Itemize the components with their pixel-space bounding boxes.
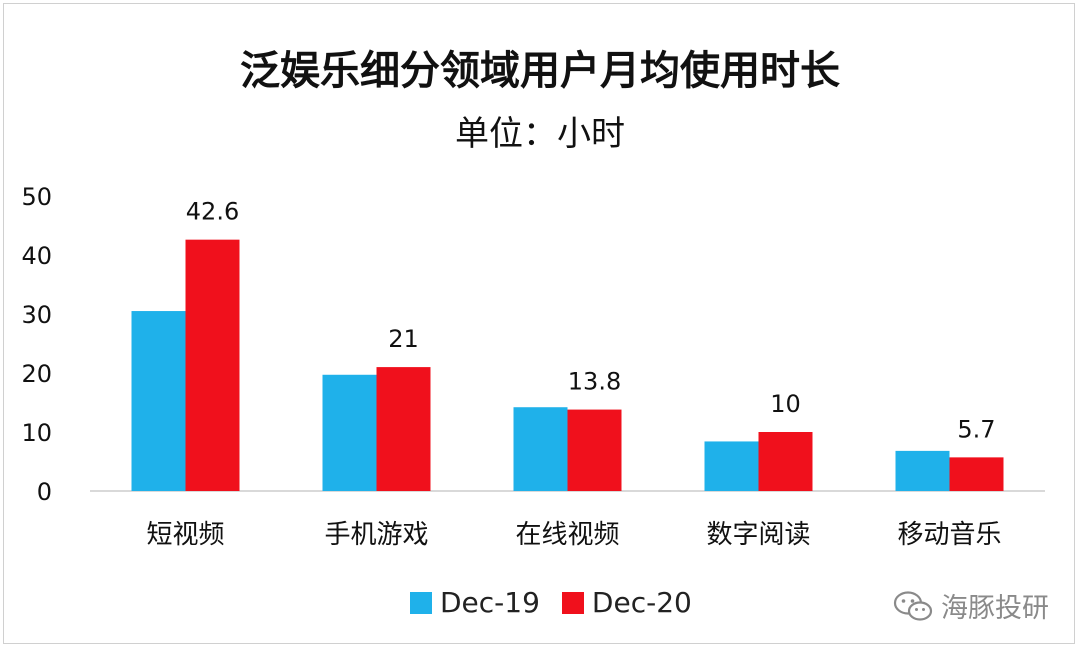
y-tick-label: 0 <box>37 478 52 506</box>
x-category-label: 短视频 <box>146 520 224 550</box>
chart-subtitle: 单位：小时 <box>455 114 625 154</box>
watermark-text: 海豚投研 <box>941 593 1049 624</box>
x-category-label: 数字阅读 <box>706 520 810 550</box>
x-category-label: 在线视频 <box>515 520 619 550</box>
data-label: 21 <box>388 325 419 353</box>
x-category-label: 移动音乐 <box>897 520 1001 550</box>
bar-dec-19-4 <box>704 441 759 491</box>
watermark: 海豚投研 <box>893 586 1049 625</box>
legend-swatch-dec-20 <box>561 591 584 614</box>
data-label: 10 <box>770 390 801 418</box>
y-tick-label: 40 <box>21 242 52 270</box>
legend-label-dec-19: Dec-19 <box>440 586 540 619</box>
y-tick-label: 30 <box>21 301 52 329</box>
y-tick-label: 10 <box>21 419 52 447</box>
legend-item-dec-20: Dec-20 <box>561 586 692 619</box>
legend: Dec-19 Dec-20 <box>410 586 714 619</box>
bar-dec-20-5 <box>949 457 1004 491</box>
y-tick-label: 20 <box>21 360 52 388</box>
bar-dec-20-2 <box>376 367 431 491</box>
wechat-icon <box>893 590 933 621</box>
y-tick-label: 50 <box>21 183 52 211</box>
legend-swatch-dec-19 <box>410 591 432 614</box>
x-category-label: 手机游戏 <box>324 520 428 550</box>
bar-dec-20-3 <box>567 409 622 491</box>
chart-title: 泛娱乐细分领域用户月均使用时长 <box>240 48 840 94</box>
bar-dec-19-3 <box>513 407 568 491</box>
bar-dec-19-1 <box>131 311 186 491</box>
bar-dec-20-4 <box>758 432 813 491</box>
bar-dec-20-1 <box>185 239 240 491</box>
data-label: 42.6 <box>186 198 239 226</box>
chart-frame <box>3 3 1075 644</box>
bar-dec-19-2 <box>322 374 377 491</box>
legend-label-dec-20: Dec-20 <box>591 586 692 619</box>
legend-item-dec-19: Dec-19 <box>410 586 540 619</box>
data-label: 5.7 <box>957 415 995 443</box>
data-label: 13.8 <box>568 368 621 396</box>
bar-dec-19-5 <box>895 450 950 491</box>
